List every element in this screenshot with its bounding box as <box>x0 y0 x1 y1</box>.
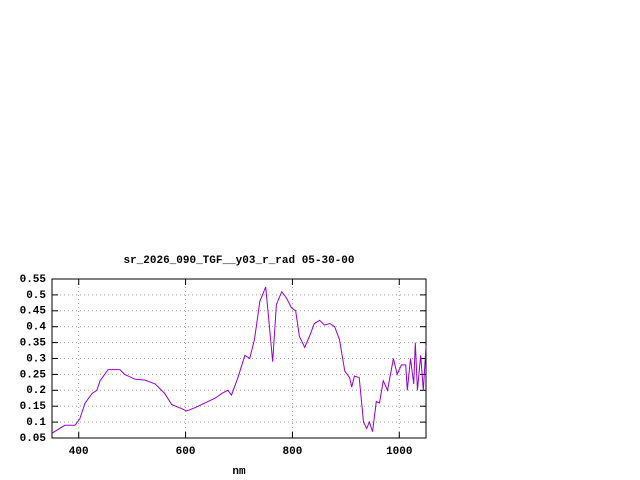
y-tick-label: 0.05 <box>20 433 47 445</box>
y-tick-label: 0.4 <box>26 322 46 334</box>
y-tick-label: 0.2 <box>26 385 46 397</box>
x-tick-label: 600 <box>176 446 196 458</box>
x-tick-label: 1000 <box>386 446 412 458</box>
y-tick-label: 0.1 <box>26 417 46 429</box>
y-tick-label: 0.45 <box>20 306 47 318</box>
data-line <box>51 286 427 434</box>
y-tick-label: 0.5 <box>26 290 46 302</box>
y-tick-label: 0.25 <box>20 369 47 381</box>
y-tick-label: 0.3 <box>26 353 46 365</box>
x-tick-label: 800 <box>283 446 303 458</box>
x-tick-label: 400 <box>69 446 89 458</box>
x-axis-label: nm <box>232 466 246 478</box>
y-tick-label: 0.35 <box>20 338 47 350</box>
chart-title: sr_2026_090_TGF__y03_r_rad 05-30-00 <box>123 255 354 267</box>
y-tick-label: 0.55 <box>20 274 47 286</box>
y-tick-label: 0.15 <box>20 401 47 413</box>
